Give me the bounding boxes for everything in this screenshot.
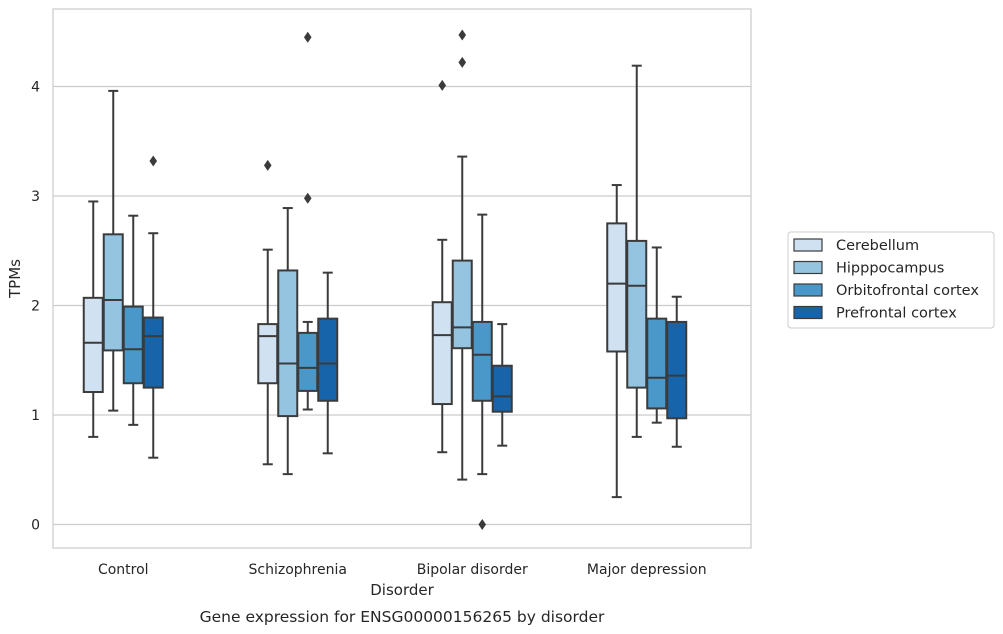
iqr-box [491,364,513,413]
box-hipppocampus [102,89,124,412]
iqr-box [471,320,493,402]
outlier-point [263,159,272,171]
x-tick-label: Bipolar disorder [417,562,528,578]
legend-label: Hipppocampus [836,261,944,277]
box-orbitofrontal-cortex [471,213,493,530]
iqr-box [606,222,628,353]
x-tick-label: Schizophrenia [249,562,347,578]
outlier-point [438,79,447,91]
iqr-box [646,317,668,410]
outlier-point [458,29,467,41]
box-hipppocampus [277,207,299,476]
category-group [606,64,688,499]
box-prefrontal-cortex [317,271,339,455]
box-cerebellum [606,184,628,499]
category-group [257,31,339,476]
iqr-box [431,301,453,406]
iqr-box [102,233,124,352]
iqr-box [82,296,104,394]
legend-item: Cerebellum [793,238,919,254]
box-groups [82,29,688,530]
outlier-point [149,155,158,167]
outlier-point [303,31,312,43]
box-orbitofrontal-cortex [122,214,144,426]
x-tick-label: Major depression [587,562,707,578]
box-cerebellum [431,79,453,454]
legend-swatch [793,238,823,252]
box-orbitofrontal-cortex [297,31,319,411]
legend-item: Orbitofrontal cortex [793,283,979,299]
legend-item: Prefrontal cortex [793,305,957,322]
plot-frame [52,8,752,549]
x-axis-label: Disorder [370,581,434,599]
legend-swatch [793,305,823,320]
y-tick-label: 3 [31,189,40,205]
y-axis-label: TPMs [6,259,24,299]
box-cerebellum [82,200,104,438]
y-tick-label: 0 [31,518,40,534]
iqr-box [451,259,473,350]
x-tick-label: Control [98,562,149,578]
y-tick-label: 4 [31,80,40,96]
outlier-point [303,192,312,204]
box-prefrontal-cortex [666,295,688,448]
legend: Cerebellum Hipppocampus Orbitofrontal cort… [787,231,995,329]
iqr-box [297,331,319,392]
category-group [82,89,164,459]
box-prefrontal-cortex [491,323,513,447]
gridlines [53,85,751,526]
category-group [431,29,513,530]
iqr-box [257,323,279,385]
box-orbitofrontal-cortex [646,246,668,424]
chart-caption: Gene expression for ENSG00000156265 by d… [200,608,605,626]
y-tick-label: 1 [31,408,40,424]
iqr-box [666,320,688,420]
y-tick-label: 2 [31,299,40,315]
y-tick-labels: 0 1 2 3 4 [31,80,40,534]
box-cerebellum [257,159,279,466]
iqr-box [317,317,339,402]
box-hipppocampus [451,29,473,481]
legend-frame [787,231,995,329]
legend-swatch [793,260,823,275]
outlier-point [478,519,487,530]
box-prefrontal-cortex [142,155,164,459]
legend-label: Prefrontal cortex [836,306,957,322]
iqr-box [122,305,144,385]
legend-label: Cerebellum [836,238,919,254]
legend-label: Orbitofrontal cortex [836,283,979,299]
outlier-point [458,56,467,68]
x-tick-labels: Control Schizophrenia Bipolar disorder Majo… [98,562,707,578]
box-hipppocampus [626,64,648,438]
legend-swatch [793,283,823,297]
iqr-box [277,269,299,418]
legend-item: Hipppocampus [793,260,944,277]
iqr-box [626,239,648,389]
iqr-box [142,316,164,389]
